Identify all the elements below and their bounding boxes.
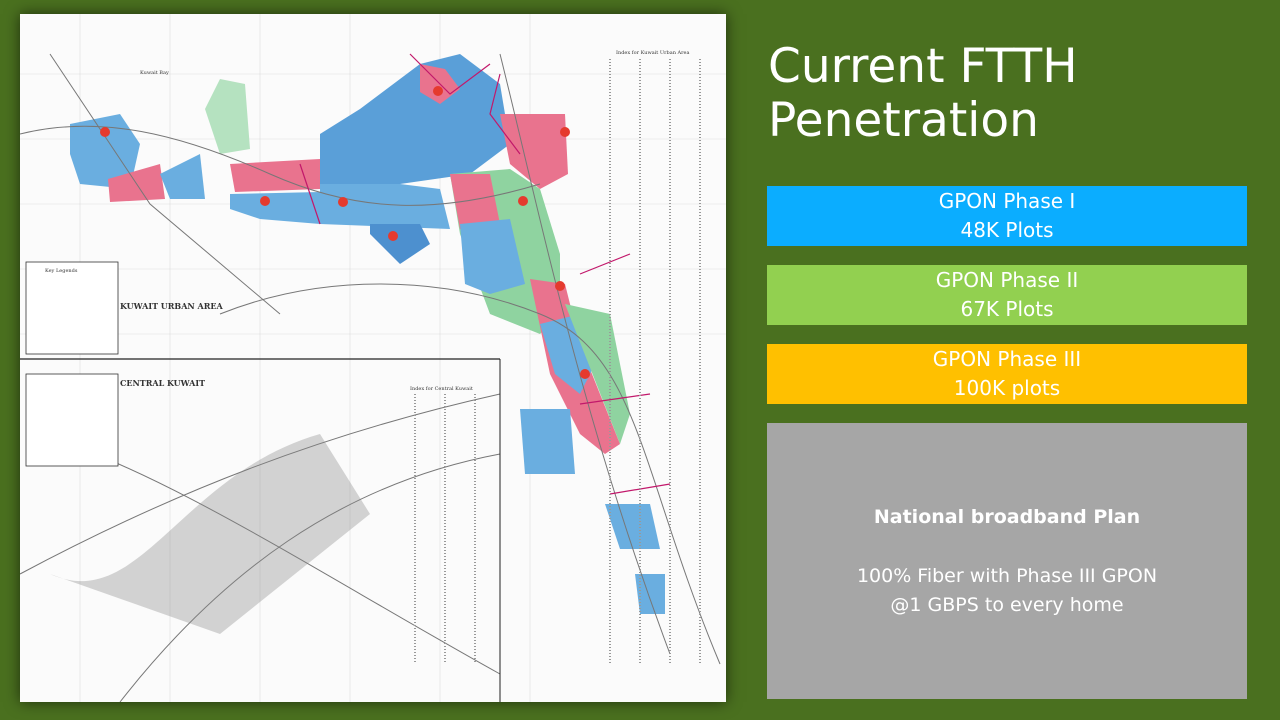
urban-index-title: Index for Kuwait Urban Area bbox=[616, 50, 689, 56]
bay-label: Kuwait Bay bbox=[140, 70, 169, 76]
phase-plots: 48K Plots bbox=[960, 218, 1054, 242]
phase-name: GPON Phase I bbox=[938, 189, 1076, 213]
phase-2-box: GPON Phase II 67K Plots bbox=[767, 265, 1247, 325]
central-index-title: Index for Central Kuwait bbox=[410, 386, 473, 392]
phase-plots: 67K Plots bbox=[960, 297, 1054, 321]
phase-name: GPON Phase II bbox=[935, 268, 1079, 292]
plan-line-1: 100% Fiber with Phase III GPON bbox=[856, 564, 1158, 587]
plan-heading: National broadband Plan bbox=[873, 505, 1141, 528]
title-line-1: Current FTTH bbox=[768, 39, 1078, 94]
phase-3-box: GPON Phase III 100K plots bbox=[767, 344, 1247, 404]
title-line-2: Penetration bbox=[768, 93, 1039, 148]
site-markers bbox=[100, 86, 590, 379]
central-legend-box bbox=[25, 373, 119, 467]
central-kuwait-title: CENTRAL KUWAIT bbox=[120, 378, 205, 388]
phase-plots: 100K plots bbox=[953, 376, 1061, 400]
phase-name: GPON Phase III bbox=[932, 347, 1082, 371]
urban-area-title: KUWAIT URBAN AREA bbox=[120, 301, 223, 311]
national-plan-box: National broadband Plan 100% Fiber with … bbox=[767, 423, 1247, 699]
slide-title: Current FTTH Penetration bbox=[768, 40, 1078, 148]
phase-1-box: GPON Phase I 48K Plots bbox=[767, 186, 1247, 246]
urban-legend-box bbox=[25, 261, 119, 355]
legend-title: Key Legends bbox=[45, 268, 78, 274]
zone-boundaries bbox=[299, 53, 671, 495]
plan-line-2: @1 GBPS to every home bbox=[890, 593, 1124, 616]
kuwait-ftth-map: KUWAIT URBAN AREA CENTRAL KUWAIT Kuwait … bbox=[20, 14, 726, 702]
